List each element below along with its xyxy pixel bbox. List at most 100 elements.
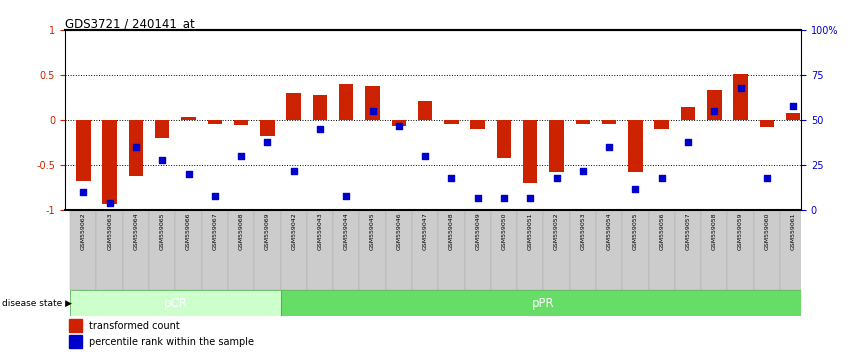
Point	[261, 139, 275, 145]
Bar	[438, 210, 464, 290]
Bar	[701, 210, 727, 290]
Bar	[649, 210, 675, 290]
Point	[129, 144, 143, 150]
Point	[523, 195, 537, 200]
Bar	[623, 210, 649, 290]
Point	[444, 175, 458, 181]
Text: GSM559047: GSM559047	[423, 213, 428, 250]
Point	[418, 153, 432, 159]
Bar	[234, 120, 249, 125]
Bar	[260, 120, 275, 136]
Bar	[181, 116, 196, 120]
Text: GSM559055: GSM559055	[633, 213, 638, 250]
Text: GSM559044: GSM559044	[344, 213, 349, 250]
Text: GSM559053: GSM559053	[580, 213, 585, 250]
Point	[103, 200, 117, 206]
Bar	[549, 120, 564, 172]
Point	[734, 85, 747, 91]
Bar	[470, 120, 485, 129]
Point	[234, 153, 248, 159]
Text: GSM559049: GSM559049	[475, 213, 480, 250]
Bar	[544, 210, 570, 290]
Point	[287, 168, 301, 173]
Bar	[707, 91, 721, 120]
Bar	[570, 210, 596, 290]
Bar	[391, 120, 406, 126]
Bar	[681, 107, 695, 120]
Point	[760, 175, 774, 181]
Text: GSM559045: GSM559045	[370, 213, 375, 250]
Bar	[655, 120, 669, 129]
Bar	[523, 120, 538, 183]
Bar	[149, 210, 175, 290]
Point	[365, 108, 379, 114]
Bar	[365, 86, 380, 120]
Point	[182, 171, 196, 177]
Bar	[517, 210, 544, 290]
Bar	[491, 210, 517, 290]
Point	[471, 195, 485, 200]
Text: GSM559060: GSM559060	[765, 213, 769, 250]
Point	[576, 168, 590, 173]
Point	[208, 193, 222, 199]
Text: GSM559062: GSM559062	[81, 213, 86, 250]
Bar	[734, 74, 748, 120]
Bar	[96, 210, 123, 290]
Text: GSM559058: GSM559058	[712, 213, 717, 250]
Bar	[464, 210, 491, 290]
Bar	[313, 95, 327, 120]
Bar	[444, 120, 459, 124]
Bar	[359, 210, 385, 290]
Point	[681, 139, 695, 145]
Bar	[727, 210, 753, 290]
Point	[655, 175, 669, 181]
Bar	[155, 120, 170, 138]
Bar	[102, 120, 117, 204]
Bar	[759, 120, 774, 126]
Bar	[339, 84, 353, 120]
Bar	[70, 290, 281, 316]
Text: GSM559068: GSM559068	[239, 213, 243, 250]
Bar	[255, 210, 281, 290]
Point	[550, 175, 564, 181]
Text: GSM559059: GSM559059	[738, 213, 743, 250]
Text: GSM559063: GSM559063	[107, 213, 112, 250]
Text: GSM559057: GSM559057	[686, 213, 690, 250]
Point	[786, 103, 800, 109]
Point	[339, 193, 353, 199]
Text: GSM559069: GSM559069	[265, 213, 270, 250]
Bar	[307, 210, 333, 290]
Point	[602, 144, 616, 150]
Text: disease state ▶: disease state ▶	[2, 299, 72, 308]
Text: pPR: pPR	[532, 297, 555, 310]
Point	[497, 195, 511, 200]
Text: GSM559065: GSM559065	[159, 213, 165, 250]
Point	[76, 189, 90, 195]
Text: GDS3721 / 240141_at: GDS3721 / 240141_at	[65, 17, 195, 30]
Bar	[628, 120, 643, 172]
Point	[313, 126, 326, 132]
Bar	[497, 120, 511, 158]
Bar	[228, 210, 255, 290]
Point	[629, 186, 643, 192]
Bar	[123, 210, 149, 290]
Bar	[287, 93, 301, 120]
Bar	[412, 210, 438, 290]
Bar	[202, 210, 228, 290]
Text: GSM559046: GSM559046	[397, 213, 401, 250]
Bar	[602, 120, 617, 124]
Bar	[786, 113, 800, 120]
Bar	[129, 120, 143, 176]
Text: GSM559052: GSM559052	[554, 213, 559, 250]
Bar	[281, 210, 307, 290]
Text: GSM559066: GSM559066	[186, 213, 191, 250]
Text: GSM559042: GSM559042	[291, 213, 296, 250]
Point	[708, 108, 721, 114]
Bar	[576, 120, 590, 124]
Text: GSM559051: GSM559051	[527, 213, 533, 250]
Bar	[780, 210, 806, 290]
Bar	[68, 336, 82, 348]
Text: GSM559043: GSM559043	[318, 213, 322, 250]
Text: GSM559048: GSM559048	[449, 213, 454, 250]
Point	[155, 157, 169, 163]
